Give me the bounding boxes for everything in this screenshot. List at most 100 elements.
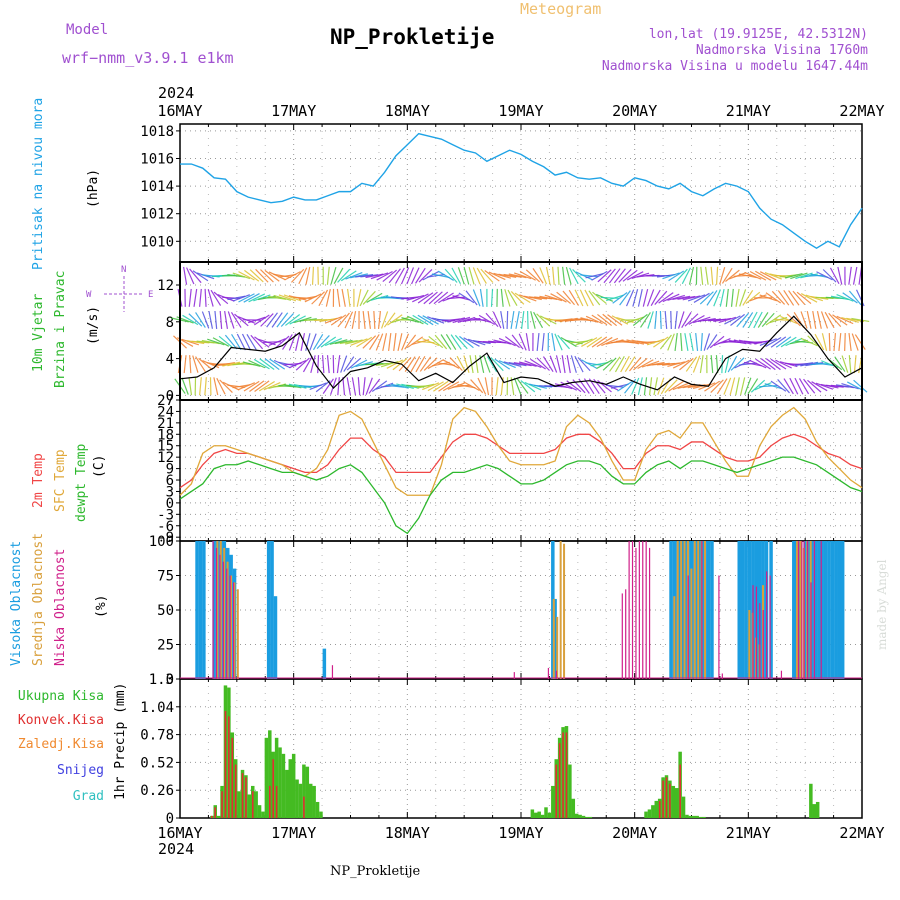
panel-pressure: 1010 1012 1014 1016 1018: [140, 123, 863, 263]
wind-arrow: [812, 310, 817, 329]
wind-arrow: [412, 314, 429, 326]
precip-total-bar: [671, 785, 676, 818]
wind-arrow: [654, 290, 668, 305]
wind-arrow: [412, 293, 429, 303]
wind-arrow: [846, 381, 864, 391]
precip-total-bar: [257, 805, 262, 818]
y-tick-label: 0.78: [140, 728, 174, 744]
wind-arrow: [350, 359, 368, 369]
wind-arrow: [268, 338, 286, 346]
wind-arrow: [401, 317, 420, 323]
cloud-mid-bar: [563, 543, 566, 679]
compass-east: E: [148, 290, 153, 300]
cloud-low-bar: [513, 672, 515, 679]
wind-arrow: [755, 270, 772, 281]
wind-arrow: [388, 333, 392, 352]
precip-total-bar: [809, 783, 813, 818]
wind-arrow: [770, 336, 787, 348]
legend-convective-rain: Konvek.Kisa: [18, 713, 104, 728]
wind-arrow: [449, 357, 463, 372]
wind-arrow: [848, 290, 862, 306]
wind-arrow: [730, 313, 745, 327]
wind-arrow: [681, 267, 691, 285]
wind-arrow: [674, 310, 678, 329]
wind-arrow: [677, 295, 696, 300]
legend-snow: Snijeg: [57, 763, 104, 778]
wind-arrow: [597, 269, 612, 283]
wind-arrow: [742, 312, 754, 328]
wind-arrow: [490, 288, 494, 307]
wind-arrow: [326, 355, 330, 374]
wind-arrow: [342, 377, 346, 396]
precip-total-bar: [571, 798, 576, 818]
precip-total-bar: [264, 737, 269, 818]
wind-arrow: [447, 317, 466, 323]
wind-arrow: [735, 377, 740, 396]
wind-arrow: [400, 267, 410, 285]
y-tick-label: 9: [166, 462, 174, 478]
y-tick-label: 4: [166, 352, 174, 368]
altitude: Nadmorska Visina 1760m: [696, 43, 868, 58]
wind-arrow: [498, 360, 516, 369]
wind-arrow: [268, 295, 287, 300]
wind-arrow: [248, 359, 266, 369]
wind-arrow: [566, 380, 582, 393]
precip-total-bar: [308, 783, 313, 818]
wind-arrow: [684, 313, 699, 327]
precip-conv-bar: [224, 711, 227, 818]
wind-arrow: [539, 315, 557, 325]
wind-arrow: [662, 293, 680, 303]
cloud-low-bar: [810, 582, 812, 679]
wind-arrow: [311, 291, 326, 305]
wind-arrow: [181, 338, 199, 346]
precip-total-bar: [278, 747, 282, 818]
wind-arrow: [549, 355, 558, 373]
cloud-high-bar: [840, 541, 845, 679]
precip-total-bar: [568, 764, 572, 818]
cloud-mid-bar: [796, 541, 799, 679]
wind-arrow: [581, 337, 598, 347]
wind-arrows: [171, 266, 870, 396]
wind-arrow: [659, 310, 662, 329]
model-altitude: Nadmorska Visina u modelu 1647.44m: [602, 59, 868, 74]
wind-arrow: [580, 274, 599, 278]
wind-arrow: [803, 378, 816, 394]
wind-arrow: [232, 294, 250, 302]
wind-arrow: [437, 270, 455, 281]
precip-total-bar: [305, 766, 310, 818]
wind-arrow: [688, 315, 705, 325]
wind-arrow: [603, 268, 616, 284]
precip-conv-bar: [679, 764, 681, 818]
wind-arrow: [472, 317, 491, 323]
wind-arrow: [667, 294, 685, 301]
precip-conv-bar: [245, 777, 247, 818]
wind-arrow: [554, 383, 573, 390]
wind-arrow: [250, 334, 264, 350]
wind-arrow: [755, 358, 771, 370]
wind-arrow: [596, 359, 613, 369]
wind-arrow: [554, 333, 563, 351]
wind-arrow: [713, 289, 721, 307]
wind-arrow: [757, 312, 769, 328]
wind-arrow: [760, 358, 776, 371]
wind-arrow: [570, 355, 577, 373]
cloud-low-bar: [701, 541, 703, 679]
wind-arrow: [398, 356, 412, 372]
wind-arrow: [253, 358, 270, 370]
wind-arrow: [404, 334, 417, 350]
wind-arrow: [218, 335, 234, 349]
wind-arrow: [842, 292, 858, 304]
wind-arrow: [765, 337, 782, 348]
cloud-high-bar: [553, 598, 557, 679]
wind-arrow: [419, 356, 432, 372]
wind-arrow: [195, 312, 206, 328]
wind-arrow: [472, 289, 481, 307]
y-tick-label: 15: [157, 439, 174, 455]
wind-arrow: [336, 288, 341, 307]
wind-arrow: [668, 380, 685, 392]
wind-arrow: [729, 377, 736, 396]
cloud-high-bar: [837, 541, 842, 679]
wind-arrow: [355, 274, 374, 278]
wind-arrow: [631, 272, 650, 279]
